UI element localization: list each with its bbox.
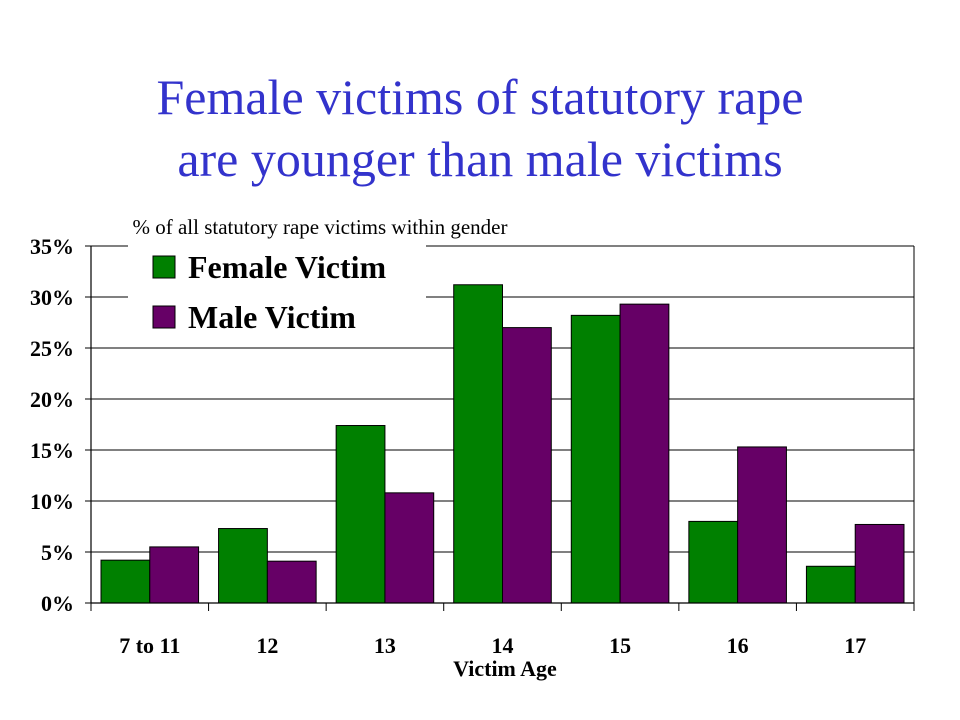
bar-female — [570, 314, 621, 604]
y-tick-label: 10% — [30, 489, 74, 514]
bars — [100, 284, 905, 604]
y-tick-label: 25% — [30, 336, 74, 361]
x-tick-label: 7 to 11 — [119, 633, 180, 658]
slide-title: Female victims of statutory rape are you… — [0, 66, 960, 190]
bar-male — [737, 446, 787, 604]
x-tick-label: 15 — [609, 633, 631, 658]
y-tick-label: 20% — [30, 387, 74, 412]
y-tick-label: 15% — [30, 438, 74, 463]
bar-female — [688, 520, 739, 604]
legend: Female Victim Male Victim — [128, 244, 426, 340]
chart-subtitle: % of all statutory rape victims within g… — [133, 215, 508, 239]
x-tick-label: 14 — [492, 633, 514, 658]
legend-box — [128, 244, 426, 340]
bar-female — [805, 565, 856, 604]
x-tick-label: 12 — [256, 633, 278, 658]
bar-female — [453, 284, 504, 604]
slide-title-line-1: Female victims of statutory rape — [156, 69, 804, 125]
bar-male — [266, 560, 317, 604]
x-tick-label: 13 — [374, 633, 396, 658]
axes: 0% 5% 10% 15% 20% 25% 30% 35% 7 to 11 12 13 14 15 16 1… — [30, 234, 915, 658]
slide-title-line-2: are younger than male victims — [177, 131, 783, 187]
legend-label-male: Male Victim — [188, 299, 356, 335]
bar-female — [218, 528, 268, 604]
bar-male — [619, 303, 670, 604]
x-tick-label: 17 — [844, 633, 866, 658]
x-tick-label: 16 — [727, 633, 749, 658]
bar-female — [100, 559, 151, 604]
bar-male — [384, 492, 435, 604]
legend-label-female: Female Victim — [188, 249, 386, 285]
bar-female — [335, 425, 386, 604]
bar-male — [149, 546, 200, 604]
y-tick-label: 30% — [30, 285, 74, 310]
bar-male — [854, 523, 905, 604]
x-axis-title: Victim Age — [453, 656, 557, 681]
legend-swatch-male — [152, 305, 176, 329]
legend-swatch-female — [152, 255, 176, 279]
y-tick-label: 5% — [41, 540, 74, 565]
bar-male — [502, 327, 552, 604]
y-tick-label: 35% — [30, 234, 74, 259]
y-tick-label: 0% — [41, 591, 74, 616]
